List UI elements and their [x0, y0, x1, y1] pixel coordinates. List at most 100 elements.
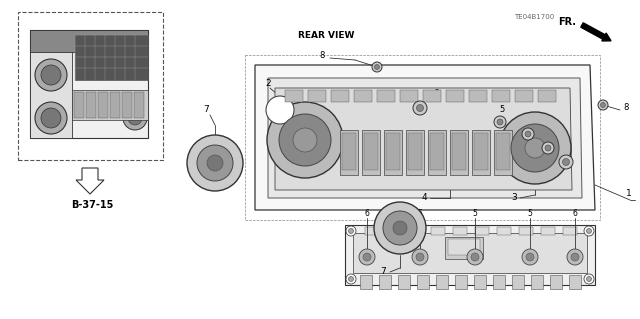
Circle shape [372, 62, 382, 72]
Bar [563, 227, 577, 235]
Circle shape [526, 253, 534, 261]
Circle shape [584, 274, 594, 284]
Circle shape [41, 65, 61, 85]
Circle shape [416, 253, 424, 261]
Bar [448, 239, 480, 255]
Text: 6: 6 [365, 209, 369, 218]
Text: 4: 4 [421, 194, 427, 203]
Text: 7: 7 [203, 106, 209, 115]
Bar [496, 133, 510, 170]
Circle shape [346, 274, 356, 284]
Text: 6: 6 [565, 145, 571, 154]
Polygon shape [75, 35, 148, 80]
Circle shape [374, 64, 380, 70]
Circle shape [525, 138, 545, 158]
Text: 5: 5 [499, 106, 504, 115]
Circle shape [497, 119, 503, 125]
Circle shape [525, 131, 531, 137]
Text: 6: 6 [433, 88, 438, 98]
Circle shape [571, 253, 579, 261]
Bar [550, 275, 562, 289]
Text: 5: 5 [543, 132, 548, 142]
Polygon shape [30, 30, 72, 138]
Polygon shape [275, 88, 572, 190]
Bar [417, 275, 429, 289]
Text: FR.: FR. [558, 17, 576, 27]
Text: 6: 6 [573, 209, 577, 218]
Circle shape [393, 221, 407, 235]
Bar [538, 90, 556, 102]
Bar [379, 275, 391, 289]
Polygon shape [76, 168, 104, 194]
Bar [386, 133, 400, 170]
Bar [452, 133, 466, 170]
Circle shape [187, 135, 243, 191]
Bar [436, 275, 448, 289]
Circle shape [563, 159, 570, 166]
Circle shape [494, 116, 506, 128]
Circle shape [207, 155, 223, 171]
Bar [493, 275, 505, 289]
Bar [469, 90, 487, 102]
Circle shape [600, 102, 605, 108]
Circle shape [417, 105, 424, 112]
Bar [430, 133, 444, 170]
Bar [342, 133, 356, 170]
Bar [474, 275, 486, 289]
Bar [122, 92, 132, 118]
Polygon shape [30, 30, 148, 52]
Text: 7: 7 [380, 268, 386, 277]
Bar [364, 133, 378, 170]
Text: 5: 5 [527, 209, 532, 218]
Bar [18, 12, 163, 160]
Bar [98, 92, 108, 118]
Circle shape [383, 211, 417, 245]
Bar [110, 92, 120, 118]
Bar [450, 130, 468, 175]
Text: 2: 2 [265, 78, 271, 87]
FancyArrow shape [581, 23, 611, 41]
Text: 3: 3 [511, 194, 517, 203]
Bar [377, 90, 395, 102]
Circle shape [542, 142, 554, 154]
Circle shape [41, 108, 61, 128]
Bar [492, 90, 510, 102]
Circle shape [559, 155, 573, 169]
Text: B-37-15: B-37-15 [71, 200, 113, 210]
Bar [531, 275, 543, 289]
Circle shape [374, 202, 426, 254]
Bar [86, 92, 96, 118]
Bar [340, 130, 358, 175]
Bar [362, 130, 380, 175]
Text: REAR VIEW: REAR VIEW [298, 32, 354, 41]
Bar [519, 227, 533, 235]
Bar [475, 227, 489, 235]
Circle shape [522, 128, 534, 140]
Circle shape [35, 102, 67, 134]
Bar [455, 275, 467, 289]
Circle shape [363, 253, 371, 261]
Polygon shape [268, 78, 582, 198]
Polygon shape [30, 30, 148, 138]
Bar [72, 90, 148, 120]
Bar [400, 90, 418, 102]
Circle shape [598, 100, 608, 110]
Bar [354, 90, 372, 102]
Circle shape [359, 249, 375, 265]
Text: 8: 8 [319, 50, 324, 60]
Bar [446, 90, 464, 102]
Circle shape [567, 249, 583, 265]
Bar [445, 237, 483, 259]
Text: 5: 5 [417, 209, 422, 218]
Text: 5: 5 [525, 117, 531, 127]
Bar [423, 90, 441, 102]
Circle shape [467, 249, 483, 265]
Circle shape [35, 59, 67, 91]
Text: 8: 8 [623, 102, 628, 112]
Circle shape [279, 114, 331, 166]
Bar [453, 227, 467, 235]
Bar [134, 92, 144, 118]
Bar [431, 227, 445, 235]
Bar [406, 130, 424, 175]
Circle shape [412, 249, 428, 265]
